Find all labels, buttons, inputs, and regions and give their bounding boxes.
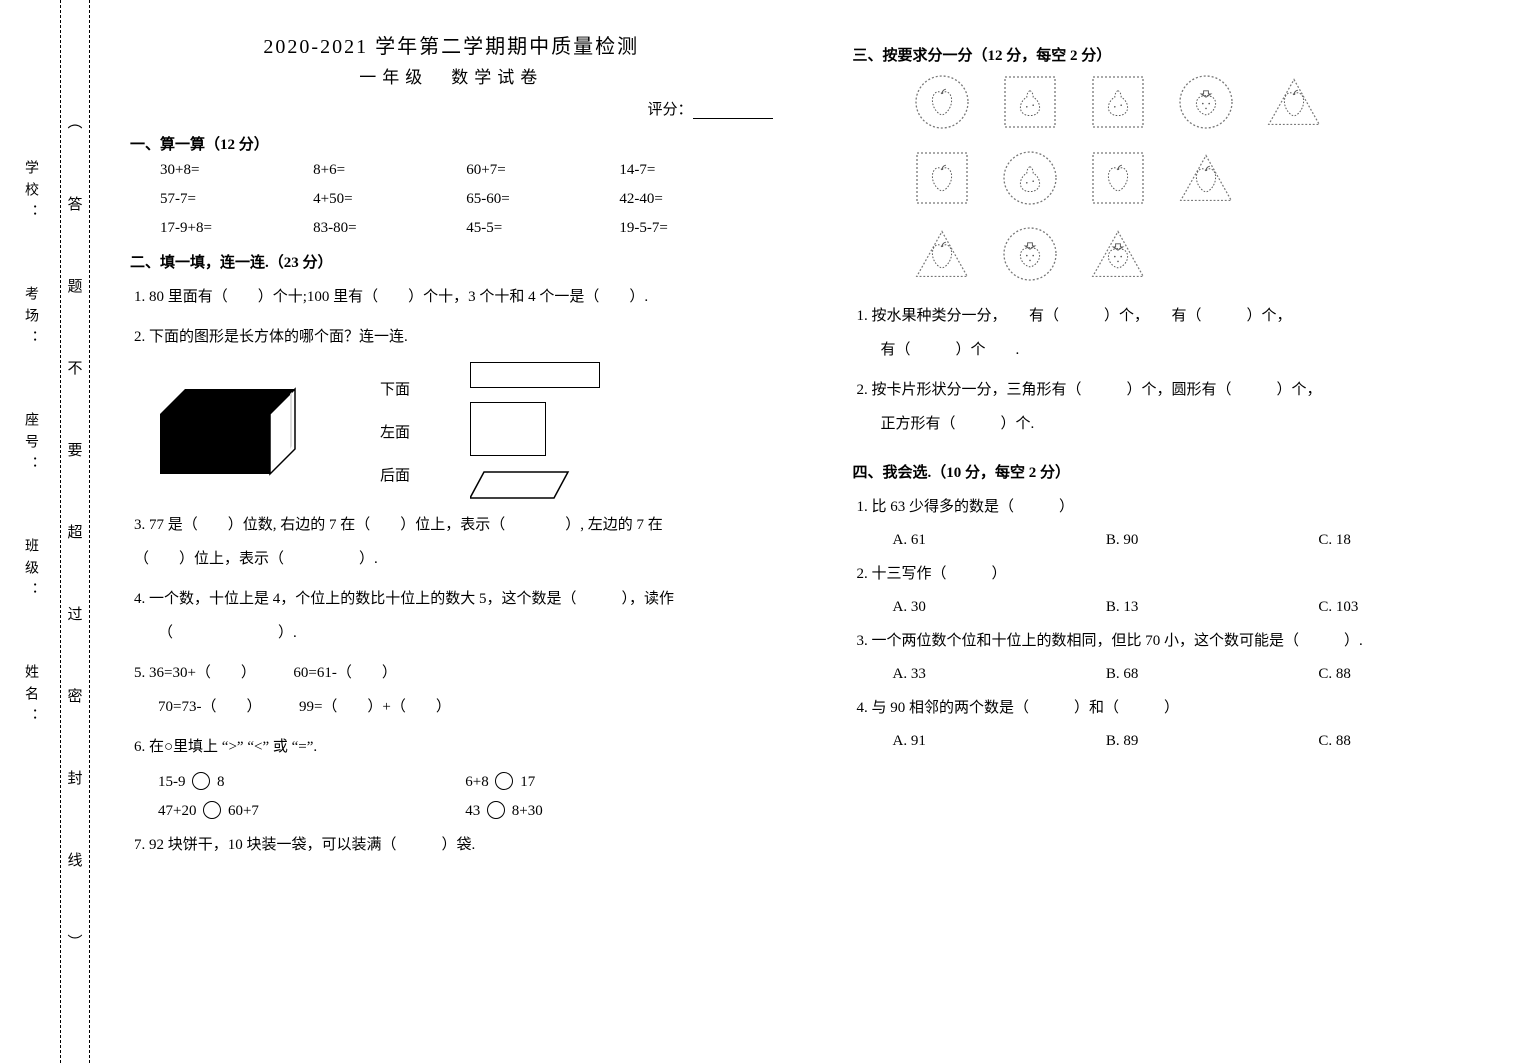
- mc-stem: 4. 与 90 相邻的两个数是（ ）和（ ）: [857, 693, 1496, 723]
- target-rect: [470, 362, 600, 388]
- section-1-title: 一、算一算（12 分）: [130, 133, 773, 154]
- s2-q1: 1. 80 里面有（ ）个十;100 里有（ ）个十，3 个十和 4 个一是（ …: [134, 282, 773, 312]
- label-name: 姓名：: [20, 664, 40, 730]
- mc-option: B. 13: [1106, 599, 1139, 616]
- mc-option: C. 103: [1318, 599, 1358, 616]
- fruit-card-grid: [853, 73, 1496, 283]
- s2-q4b: （ ）.: [158, 618, 773, 648]
- section-4-title: 四、我会选.（10 分，每空 2 分）: [853, 461, 1496, 482]
- fruit-card-circle-apple-icon: [913, 73, 971, 131]
- s2-q3b: （ ）位上，表示（ ）.: [134, 544, 773, 574]
- fruit-card-circle-strawberry-icon: [1001, 225, 1059, 283]
- cuboid-match: 下面 左面 后面: [160, 362, 773, 500]
- fruit-card-triangle-apple-icon: [1265, 73, 1323, 131]
- exam-title: 2020-2021 学年第二学期期中质量检测: [130, 30, 773, 59]
- arith-item: 8+6=: [313, 162, 466, 179]
- mc-option: B. 68: [1106, 666, 1139, 683]
- target-rect: [470, 402, 546, 456]
- s2-q7: 7. 92 块饼干，10 块装一袋，可以装满（ ）袋.: [134, 830, 773, 860]
- s3-q1b: 有（ ）个 .: [881, 335, 1496, 365]
- s3-q2: 2. 按卡片形状分一分，三角形有（ ）个，圆形有（ ）个，: [857, 375, 1496, 405]
- compare-item: 6+8 17: [465, 772, 772, 791]
- fruit-card-triangle-apple-icon: [913, 225, 971, 283]
- s2-q5: 5. 36=30+（ ） 60=61-（ ）: [134, 658, 773, 688]
- right-column: 三、按要求分一分（12 分，每空 2 分） 1. 按水果种类分一分， 有（ ）个…: [813, 0, 1535, 1063]
- mc-options: A. 33 B. 68 C. 88: [893, 666, 1496, 683]
- arith-item: 45-5=: [466, 220, 619, 237]
- blank-circle-icon: [495, 772, 513, 790]
- compare-item: 47+20 60+7: [158, 801, 465, 820]
- face-label: 后面: [380, 464, 410, 485]
- arith-item: 42-40=: [619, 191, 772, 208]
- compare-item: 43 8+30: [465, 801, 772, 820]
- arith-item: 19-5-7=: [619, 220, 772, 237]
- fruit-card-circle-pear-icon: [1001, 149, 1059, 207]
- multiple-choice-block: 1. 比 63 少得多的数是（ ） A. 61 B. 90 C. 18 2. 十三写作（…: [853, 492, 1496, 750]
- seal-line-column: ︵ 答 题 不 要 超 过 密 封 线 ︶: [60, 0, 90, 1063]
- mc-option: A. 91: [893, 733, 926, 750]
- mc-stem: 1. 比 63 少得多的数是（ ）: [857, 492, 1496, 522]
- left-column: 2020-2021 学年第二学期期中质量检测 一年级 数学试卷 评分： 一、算一…: [90, 0, 813, 1063]
- compare-item: 15-9 8: [158, 772, 465, 791]
- s3-q1: 1. 按水果种类分一分， 有（ ）个， 有（ ）个，: [857, 301, 1496, 331]
- label-room: 考场：: [20, 286, 40, 352]
- mc-option: A. 33: [893, 666, 926, 683]
- fruit-card-square-apple-icon: [913, 149, 971, 207]
- arithmetic-grid: 30+8= 8+6= 60+7= 14-7= 57-7= 4+50= 65-60…: [160, 162, 773, 237]
- section-3-title: 三、按要求分一分（12 分，每空 2 分）: [853, 44, 1496, 65]
- arith-item: 65-60=: [466, 191, 619, 208]
- s2-q4a: 4. 一个数，十位上是 4，个位上的数比十位上的数大 5，这个数是（ ），读作: [134, 584, 773, 614]
- score-line: 评分：: [130, 98, 773, 119]
- blank-circle-icon: [192, 772, 210, 790]
- mc-option: B. 90: [1106, 532, 1139, 549]
- mc-options: A. 30 B. 13 C. 103: [893, 599, 1496, 616]
- face-label: 下面: [380, 378, 410, 399]
- label-school: 学校：: [20, 160, 40, 226]
- fruit-card-square-pear-icon: [1001, 73, 1059, 131]
- blank-circle-icon: [203, 801, 221, 819]
- mc-options: A. 91 B. 89 C. 88: [893, 733, 1496, 750]
- s2-q6: 6. 在○里填上 “>” “<” 或 “=”.: [134, 732, 773, 762]
- mc-option: C. 88: [1318, 733, 1351, 750]
- target-parallelogram: [470, 470, 570, 500]
- mc-option: A. 30: [893, 599, 926, 616]
- mc-option: C. 18: [1318, 532, 1351, 549]
- mc-stem: 2. 十三写作（ ）: [857, 559, 1496, 589]
- compare-grid: 15-9 8 6+8 17 47+20 60+7 43 8+30: [158, 772, 773, 820]
- arith-item: 30+8=: [160, 162, 313, 179]
- arith-item: 17-9+8=: [160, 220, 313, 237]
- section-2-title: 二、填一填，连一连.（23 分）: [130, 251, 773, 272]
- label-class: 班级：: [20, 538, 40, 604]
- arith-item: 14-7=: [619, 162, 772, 179]
- mc-options: A. 61 B. 90 C. 18: [893, 532, 1496, 549]
- fruit-card-circle-strawberry-icon: [1177, 73, 1235, 131]
- arith-item: 60+7=: [466, 162, 619, 179]
- s2-q5b: 70=73-（ ） 99=（ ）+（ ）: [158, 692, 773, 722]
- mc-stem: 3. 一个两位数个位和十位上的数相同，但比 70 小，这个数可能是（ ）.: [857, 626, 1496, 656]
- arith-item: 83-80=: [313, 220, 466, 237]
- fruit-card-square-apple-icon: [1089, 149, 1147, 207]
- fruit-card-triangle-strawberry-icon: [1089, 225, 1147, 283]
- field-label-column: 学校： 考场： 座号： 班级： 姓名：: [0, 0, 60, 1063]
- cuboid-icon: [160, 384, 320, 479]
- label-seat: 座号：: [20, 412, 40, 478]
- fruit-card-triangle-apple-icon: [1177, 149, 1235, 207]
- s3-q2b: 正方形有（ ）个.: [881, 409, 1496, 439]
- face-label: 左面: [380, 421, 410, 442]
- exam-subtitle: 一年级 数学试卷: [130, 63, 773, 88]
- mc-option: B. 89: [1106, 733, 1139, 750]
- mc-option: A. 61: [893, 532, 926, 549]
- mc-option: C. 88: [1318, 666, 1351, 683]
- arith-item: 57-7=: [160, 191, 313, 208]
- fruit-card-square-pear-icon: [1089, 73, 1147, 131]
- s2-q2: 2. 下面的图形是长方体的哪个面？连一连.: [134, 322, 773, 352]
- blank-circle-icon: [487, 801, 505, 819]
- s2-q3a: 3. 77 是（ ）位数, 右边的 7 在（ ）位上，表示（ ）, 左边的 7 …: [134, 510, 773, 540]
- arith-item: 4+50=: [313, 191, 466, 208]
